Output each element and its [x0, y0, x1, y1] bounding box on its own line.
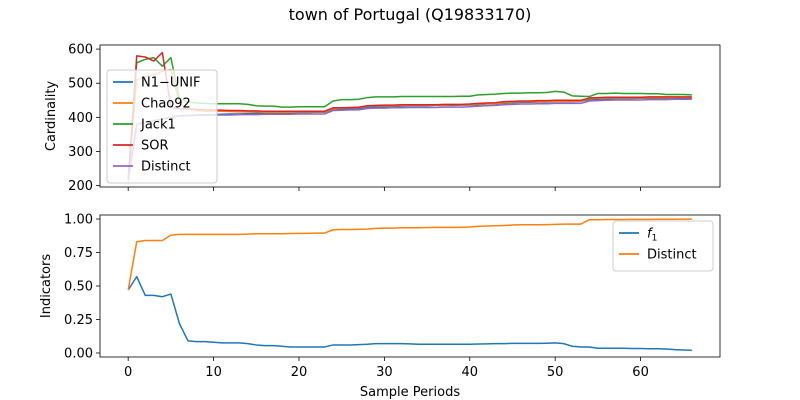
y-tick-label: 500 — [68, 77, 93, 92]
series-line-f — [127, 275, 692, 352]
series-line-distinct — [127, 218, 692, 291]
x-axis-label: Sample Periods — [360, 385, 460, 400]
cardinality-panel: 200 300 400 500 600 Cardinality N1−UNIF Chao92 J… — [44, 43, 721, 194]
legend-label: Distinct — [141, 160, 191, 175]
chart-title: town of Portugal (Q19833170) — [289, 5, 532, 24]
series-line-sor — [127, 51, 692, 181]
legend: N1−UNIF Chao92 Jack1 SOR Distinct — [106, 69, 218, 184]
x-tick-label: 50 — [547, 365, 564, 380]
y-tick-label: 300 — [68, 145, 93, 160]
legend: f1 Distinct — [612, 220, 714, 272]
series-line-jack1 — [127, 56, 692, 181]
axes-frame — [99, 44, 721, 188]
x-tick-label: 40 — [462, 365, 479, 380]
y-tick-label: 600 — [68, 43, 93, 58]
x-tick-label: 60 — [632, 365, 649, 380]
y-axis-label: Cardinality — [44, 81, 59, 152]
legend-label: Chao92 — [141, 97, 191, 112]
y-tick-label: 0.25 — [64, 313, 93, 328]
y-tick-label: 400 — [68, 111, 93, 126]
y-tick-label: 0.50 — [64, 280, 93, 295]
y-tick-label: 200 — [68, 179, 93, 194]
x-tick-label: 0 — [124, 365, 132, 380]
legend-label: Distinct — [647, 248, 697, 263]
x-tick-label: 10 — [205, 365, 222, 380]
series-line-distinct — [127, 98, 692, 181]
x-tick-label: 20 — [291, 365, 308, 380]
x-tick-label: 30 — [376, 365, 393, 380]
indicators-panel: 0.00 0.25 0.50 0.75 1.00 0 10 20 30 40 50 60 Indicat… — [39, 213, 721, 400]
legend-label: N1−UNIF — [141, 76, 200, 91]
y-tick-label: 0.75 — [64, 246, 93, 261]
y-axis-label: Indicators — [39, 254, 54, 318]
legend-label: Jack1 — [140, 118, 176, 133]
legend-label: SOR — [141, 139, 169, 154]
legend-label: f1 — [647, 227, 657, 244]
y-tick-label: 1.00 — [64, 213, 93, 228]
axes-frame — [99, 214, 721, 358]
y-tick-label: 0.00 — [64, 346, 93, 361]
